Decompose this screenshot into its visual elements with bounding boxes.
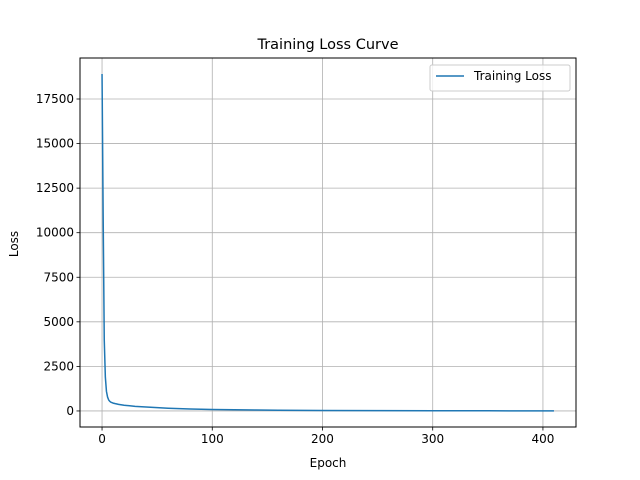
- y-tick-label: 7500: [43, 270, 74, 284]
- y-axis-label: Loss: [7, 231, 21, 257]
- legend: Training Loss: [429, 64, 571, 92]
- y-tick-label: 5000: [43, 315, 74, 329]
- y-tick-label: 15000: [36, 137, 74, 151]
- x-tick-label: 300: [421, 432, 444, 446]
- y-axis: 0 2500 5000 7500 10000 12500 15000 17500: [36, 92, 80, 418]
- legend-box: [429, 64, 571, 92]
- x-tick-label: 200: [311, 432, 334, 446]
- y-tick-label: 2500: [43, 359, 74, 373]
- y-tick-label: 12500: [36, 181, 74, 195]
- x-tick-label: 400: [531, 432, 554, 446]
- series-layer: [101, 74, 554, 412]
- x-axis: 0 100 200 300 400: [98, 427, 554, 446]
- chart-title: Training Loss Curve: [256, 37, 398, 53]
- x-axis-label: Epoch: [310, 456, 347, 470]
- series-line-training-loss: [101, 74, 554, 412]
- x-tick-label: 0: [98, 432, 106, 446]
- y-tick-label: 0: [66, 404, 74, 418]
- y-tick-label: 17500: [36, 92, 74, 106]
- grid-lines: [80, 58, 576, 427]
- plot-frame: [79, 57, 577, 428]
- y-tick-label: 10000: [36, 226, 74, 240]
- legend-label: Training Loss: [473, 69, 551, 83]
- x-tick-label: 100: [201, 432, 224, 446]
